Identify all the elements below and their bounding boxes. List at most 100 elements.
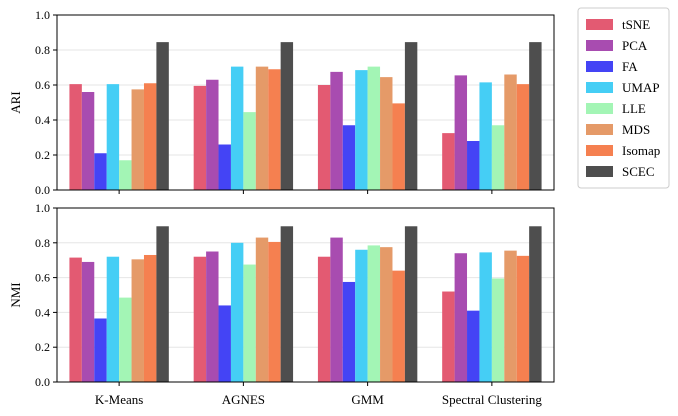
bar-lle-k-means	[119, 297, 132, 382]
bar-fa-agnes	[218, 144, 231, 190]
legend-label: MDS	[622, 122, 650, 137]
legend-label: SCEC	[622, 164, 655, 179]
bar-isomap-k-means	[143, 254, 157, 382]
bar-mds-k-means	[131, 89, 144, 190]
legend-swatch	[586, 103, 613, 114]
legend-label: Isomap	[622, 143, 660, 158]
bar-scec-agnes	[280, 226, 294, 382]
legend-label: LLE	[622, 101, 646, 116]
bar-scec-spectral-clustering	[529, 226, 542, 382]
plot-frame	[56, 14, 555, 191]
y-axis-label: ARI	[8, 91, 23, 113]
bar-fa-spectral-clustering	[467, 141, 480, 190]
bar-tsne-gmm	[317, 85, 331, 190]
y-tick-label: 0.4	[35, 113, 50, 127]
legend-label: UMAP	[622, 80, 660, 95]
bar-tsne-gmm	[317, 256, 331, 382]
legend-frame	[577, 7, 670, 189]
bar-mds-gmm	[380, 247, 393, 382]
bar-lle-gmm	[367, 245, 381, 382]
bar-isomap-agnes	[268, 69, 281, 190]
bar-isomap-k-means	[143, 83, 157, 190]
bar-scec-agnes	[280, 42, 294, 190]
legend-item-umap: UMAP	[586, 80, 660, 95]
legend: tSNE PCA FA UMAP LLE MDS Isomap SCEC	[577, 7, 670, 189]
bar-mds-spectral-clustering	[504, 74, 517, 190]
x-tick-label: Spectral Clustering	[442, 392, 543, 407]
y-tick-label: 1.0	[35, 8, 50, 22]
bar-tsne-spectral-clustering	[442, 133, 455, 190]
y-tick-label: 0.0	[35, 183, 50, 197]
bar-umap-spectral-clustering	[479, 82, 492, 190]
bar-fa-spectral-clustering	[467, 310, 480, 382]
bar-mds-k-means	[131, 259, 144, 382]
bar-umap-gmm	[355, 70, 368, 190]
bar-lle-spectral-clustering	[491, 278, 505, 382]
bar-scec-spectral-clustering	[529, 42, 542, 190]
bar-tsne-agnes	[193, 256, 207, 382]
bar-isomap-gmm	[392, 270, 405, 382]
bar-lle-k-means	[119, 160, 132, 190]
y-tick-label: 0.0	[35, 375, 50, 389]
bar-isomap-spectral-clustering	[516, 255, 530, 382]
bar-scec-gmm	[404, 226, 418, 382]
bar-tsne-agnes	[193, 85, 207, 190]
bar-fa-k-means	[94, 318, 107, 382]
y-tick-label: 0.6	[35, 78, 50, 92]
bar-fa-agnes	[218, 305, 231, 382]
bar-mds-gmm	[380, 77, 393, 190]
legend-swatch	[586, 19, 613, 30]
bar-pca-k-means	[81, 261, 95, 382]
chart-panels: 0.0 0.2 0.4 0.6 0.8 1.0 ARI 0.0 0.2 0.4 0.6 0.8 1.0 N…	[8, 8, 555, 407]
bar-pca-gmm	[330, 71, 343, 190]
bar-umap-k-means	[106, 84, 120, 190]
bar-umap-agnes	[230, 242, 244, 382]
y-tick-label: 0.6	[35, 271, 50, 285]
bar-pca-agnes	[206, 251, 219, 382]
x-tick-label: K-Means	[95, 392, 143, 407]
bar-scec-k-means	[156, 226, 169, 382]
bar-umap-k-means	[106, 256, 120, 382]
bar-fa-gmm	[342, 125, 356, 190]
x-tick-label: AGNES	[222, 392, 265, 407]
bar-pca-spectral-clustering	[454, 253, 468, 382]
plot-frame	[56, 207, 555, 383]
legend-item-fa: FA	[586, 59, 638, 74]
bar-tsne-k-means	[69, 84, 82, 190]
bar-umap-spectral-clustering	[479, 252, 492, 382]
legend-item-scec: SCEC	[586, 164, 655, 179]
bar-umap-agnes	[230, 66, 244, 190]
bar-lle-spectral-clustering	[491, 125, 505, 190]
bar-tsne-k-means	[69, 257, 82, 382]
legend-item-pca: PCA	[586, 38, 648, 53]
bar-mds-spectral-clustering	[504, 250, 517, 382]
y-axis-label: NMI	[8, 282, 23, 307]
bar-isomap-gmm	[392, 103, 405, 190]
y-tick-label: 1.0	[35, 201, 50, 215]
bar-isomap-spectral-clustering	[516, 84, 530, 190]
legend-swatch	[586, 166, 613, 177]
bar-fa-gmm	[342, 281, 356, 382]
y-tick-label: 0.4	[35, 305, 50, 319]
y-tick-label: 0.8	[35, 236, 50, 250]
bar-pca-gmm	[330, 237, 343, 382]
legend-swatch	[586, 40, 613, 51]
x-tick-label: GMM	[351, 392, 384, 407]
bar-tsne-spectral-clustering	[442, 291, 455, 382]
legend-item-mds: MDS	[586, 122, 650, 137]
legend-label: PCA	[622, 38, 648, 53]
bar-isomap-agnes	[268, 241, 281, 382]
bar-umap-gmm	[355, 249, 368, 382]
bar-mds-agnes	[255, 66, 269, 190]
bar-mds-agnes	[255, 237, 269, 382]
y-tick-label: 0.2	[35, 340, 50, 354]
bar-pca-spectral-clustering	[454, 75, 468, 190]
legend-swatch	[586, 82, 613, 93]
legend-item-tsne: tSNE	[586, 17, 650, 32]
bar-lle-agnes	[243, 264, 256, 382]
panel-ari: 0.0 0.2 0.4 0.6 0.8 1.0 ARI	[8, 8, 555, 197]
bar-pca-agnes	[206, 79, 219, 190]
bar-pca-k-means	[81, 92, 95, 190]
bar-fa-k-means	[94, 153, 107, 190]
